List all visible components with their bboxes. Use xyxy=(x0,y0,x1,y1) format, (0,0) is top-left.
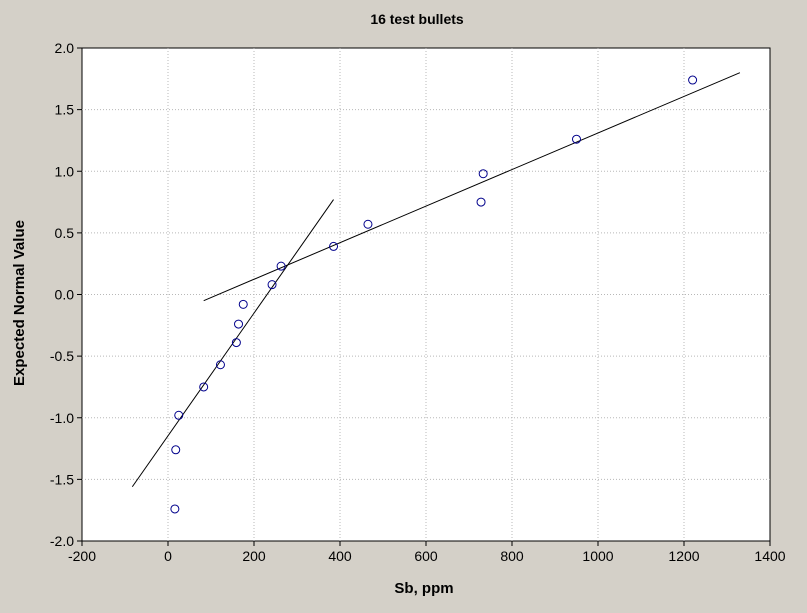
y-tick-label: 1.0 xyxy=(55,163,75,179)
chart-title: 16 test bullets xyxy=(370,11,464,27)
x-axis-title: Sb, ppm xyxy=(394,580,453,597)
y-tick-label: 0.5 xyxy=(55,225,75,241)
y-tick-label: 2.0 xyxy=(55,40,75,56)
x-tick-label: 600 xyxy=(414,548,438,564)
data-point xyxy=(267,280,277,290)
data-point xyxy=(171,445,181,455)
x-tick-label: 800 xyxy=(500,548,524,564)
x-tick-label: -200 xyxy=(68,548,96,564)
data-point xyxy=(363,219,373,229)
y-tick-label: -2.0 xyxy=(50,533,74,549)
data-point xyxy=(688,75,698,85)
data-point xyxy=(238,299,248,309)
data-point xyxy=(215,360,225,370)
x-tick-label: 0 xyxy=(164,548,172,564)
y-axis-title: Expected Normal Value xyxy=(11,220,28,386)
x-tick-label: 1400 xyxy=(754,548,785,564)
data-point xyxy=(572,134,581,144)
data-point xyxy=(478,169,488,179)
x-tick-label: 1200 xyxy=(668,548,699,564)
y-tick-label: 0.0 xyxy=(55,287,75,303)
x-tick-label: 1000 xyxy=(582,548,613,564)
data-point xyxy=(234,319,244,329)
y-tick-label: -1.0 xyxy=(50,410,74,426)
x-tick-label: 200 xyxy=(242,548,266,564)
data-point xyxy=(329,241,339,251)
data-point xyxy=(231,338,241,348)
data-point xyxy=(170,504,180,514)
data-point xyxy=(199,382,209,392)
fit-line-steep xyxy=(131,199,334,488)
y-tick-label: 1.5 xyxy=(55,102,75,118)
data-point xyxy=(276,261,286,271)
y-tick-label: -1.5 xyxy=(50,471,74,487)
x-tick-label: 400 xyxy=(328,548,352,564)
data-point xyxy=(476,197,486,207)
y-tick-label: -0.5 xyxy=(50,348,74,364)
data-point xyxy=(174,410,184,420)
fit-line-shallow xyxy=(203,72,741,302)
